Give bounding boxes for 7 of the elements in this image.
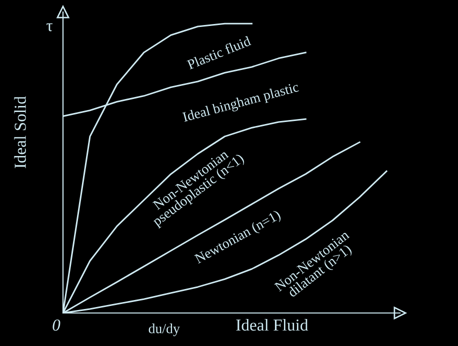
text: τ bbox=[46, 23, 52, 32]
x-axis-title: du/dy bbox=[148, 324, 180, 336]
text: Plastic fluid bbox=[186, 36, 252, 70]
text: Ideal bingham plastic bbox=[182, 82, 300, 125]
text: 0 bbox=[52, 319, 60, 331]
text: Ideal Fluid bbox=[236, 318, 308, 331]
y-axis-title: Ideal Solid bbox=[14, 96, 26, 168]
